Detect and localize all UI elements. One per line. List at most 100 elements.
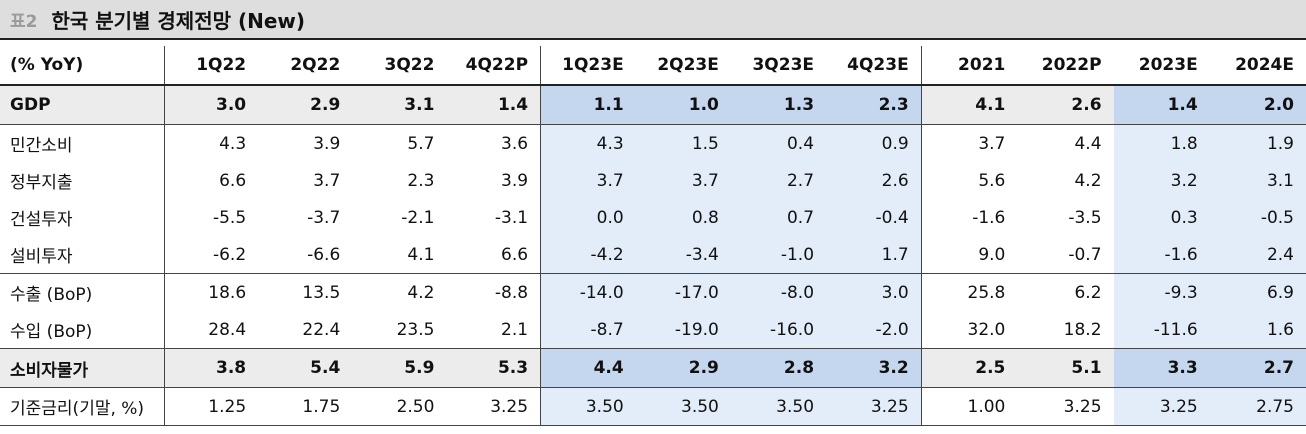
table-cell: 3.7 (313, 170, 341, 191)
header-3q22: 3Q22 (352, 46, 447, 86)
table-cell: 2.0 (1209, 85, 1306, 125)
forecast-table: (% YoY) 1Q22 2Q22 3Q22 4Q22P 1Q23E 2Q23E… (0, 46, 1306, 426)
table-cell: 2.75 (1209, 387, 1306, 426)
table-cell: 4.3 (163, 124, 259, 162)
table-cell: -1.6 (920, 199, 1018, 236)
row-label: 정부지출 (10, 173, 73, 193)
table-cell: 6.6 (163, 162, 259, 199)
table-cell: 1.6 (1209, 311, 1306, 349)
row-label: 소비자물가 (0, 348, 164, 388)
table-cell: 3.50 (730, 387, 827, 426)
table-cell: -8.8 (494, 282, 529, 303)
table-cell: 3.0 (163, 85, 259, 125)
table-cell: 6.9 (1209, 273, 1306, 311)
row-label: 설비투자 (0, 236, 164, 274)
header-1q22: 1Q22 (163, 46, 259, 86)
table-cell: -0.4 (826, 199, 922, 236)
header-2023e: 2023E (1113, 46, 1210, 86)
table-cell: 2.9 (635, 348, 731, 388)
row-base-rate: 기준금리(기말, %) 1.25 1.75 2.50 3.25 3.50 3.50 3.50 3… (0, 387, 1306, 426)
table-cell: -0.5 (1209, 199, 1306, 236)
table-cell: 1.5 (635, 124, 731, 162)
table-cell: 0.9 (826, 124, 922, 162)
table-cell: 3.2 (826, 348, 922, 388)
table-cell: -1.0 (730, 236, 827, 274)
table-cell: 18.6 (163, 273, 259, 311)
table-cell: 3.9 (313, 133, 341, 154)
row-facility-investment: 설비투자 -6.2 -6.6 4.1 6.6 -4.2 -3.4 -1.0 1.7 9.0 -0.7… (0, 236, 1306, 274)
row-label: 기준금리(기말, %) (0, 387, 164, 426)
header-unit: (% YoY) (0, 46, 164, 86)
table-cell: 0.0 (540, 199, 636, 236)
table-cell: 2.5 (920, 348, 1018, 388)
table-cell: 28.4 (163, 311, 259, 349)
table-cell: 3.7 (540, 162, 636, 199)
row-cpi: 소비자물가 3.8 5.4 5.9 5.3 4.4 2.9 2.8 3.2 2.5 5.1 3.3 2.… (0, 348, 1306, 388)
row-label: GDP (0, 85, 164, 125)
table-cell: 9.0 (920, 236, 1018, 274)
table-cell: 2.8 (730, 348, 827, 388)
table-cell: 0.8 (635, 199, 731, 236)
table-cell: 1.1 (540, 85, 636, 125)
table-cell: -4.2 (540, 236, 636, 274)
row-imports: 수입 (BoP) 28.4 22.4 23.5 2.1 -8.7 -19.0 -16.0 -2.… (0, 311, 1306, 349)
table-cell: 3.8 (163, 348, 259, 388)
table-title-bar: 표2 한국 분기별 경제전망 (New) (0, 0, 1306, 40)
table-cell: 32.0 (920, 311, 1018, 349)
header-2q23e: 2Q23E (635, 46, 731, 86)
table-cell: 1.4 (446, 85, 541, 125)
table-cell: 2.4 (1209, 236, 1306, 274)
table-cell: -2.1 (401, 207, 435, 228)
table-cell: 4.3 (540, 124, 636, 162)
table-cell: 4.1 (352, 236, 447, 274)
table-cell: -8.0 (730, 273, 827, 311)
table-cell: -6.6 (258, 236, 353, 274)
table-cell: -0.7 (1017, 236, 1114, 274)
table-cell: 3.50 (540, 387, 636, 426)
row-label: 민간소비 (10, 136, 73, 156)
table-cell: 5.3 (446, 348, 541, 388)
table-cell: 2.1 (446, 311, 541, 349)
table-cell: 1.75 (258, 387, 353, 426)
table-cell: 23.5 (352, 311, 447, 349)
table-cell: 0.7 (730, 199, 827, 236)
row-label: 수출 (BoP) (10, 285, 93, 305)
table-cell: 3.50 (635, 387, 731, 426)
table-cell: 5.6 (920, 162, 1018, 199)
table-cell: 6.6 (446, 236, 541, 274)
table-number: 표2 (10, 11, 38, 32)
table-cell: -2.0 (826, 311, 922, 349)
table-cell: 18.2 (1017, 311, 1114, 349)
table-cell: 3.6 (501, 133, 529, 154)
header-2022p: 2022P (1017, 46, 1114, 86)
table-cell: 5.1 (1017, 348, 1114, 388)
table-cell: 3.1 (1209, 162, 1306, 199)
table-cell: 3.7 (635, 162, 731, 199)
table-cell: 3.9 (501, 170, 529, 191)
table-cell: 22.4 (258, 311, 353, 349)
table-cell: 13.5 (302, 282, 341, 303)
table-cell: 2.7 (1209, 348, 1306, 388)
table-cell: 1.4 (1113, 85, 1210, 125)
table-cell: -3.7 (307, 207, 341, 228)
table-cell: 25.8 (920, 273, 1018, 311)
table-cell: -19.0 (635, 311, 731, 349)
table-header-row: (% YoY) 1Q22 2Q22 3Q22 4Q22P 1Q23E 2Q23E… (0, 46, 1306, 86)
row-private-consumption: 민간소비 4.3 3.9 5.7 3.6 4.3 1.5 0.4 0.9 3.7 4.4 1.8 1.9 (0, 124, 1306, 162)
table-cell: 2.50 (352, 387, 447, 426)
table-cell: 1.3 (730, 85, 827, 125)
table-cell: 5.4 (258, 348, 353, 388)
table-cell: -14.0 (540, 273, 636, 311)
table-cell: 6.2 (1074, 282, 1102, 303)
table-cell: -17.0 (635, 273, 731, 311)
table-cell: -6.2 (163, 236, 259, 274)
table-cell: -8.7 (540, 311, 636, 349)
table-cell: -11.6 (1113, 311, 1210, 349)
row-gdp: GDP 3.0 2.9 3.1 1.4 1.1 1.0 1.3 2.3 4.1 2.6 1.4 2.0 (0, 85, 1306, 125)
table-cell: 3.7 (920, 124, 1018, 162)
table-cell: 4.1 (920, 85, 1018, 125)
table-cell: -3.5 (1068, 207, 1102, 228)
table-title: 한국 분기별 경제전망 (New) (51, 8, 306, 33)
table-cell: 5.9 (352, 348, 447, 388)
table-cell: 2.6 (1017, 85, 1114, 125)
